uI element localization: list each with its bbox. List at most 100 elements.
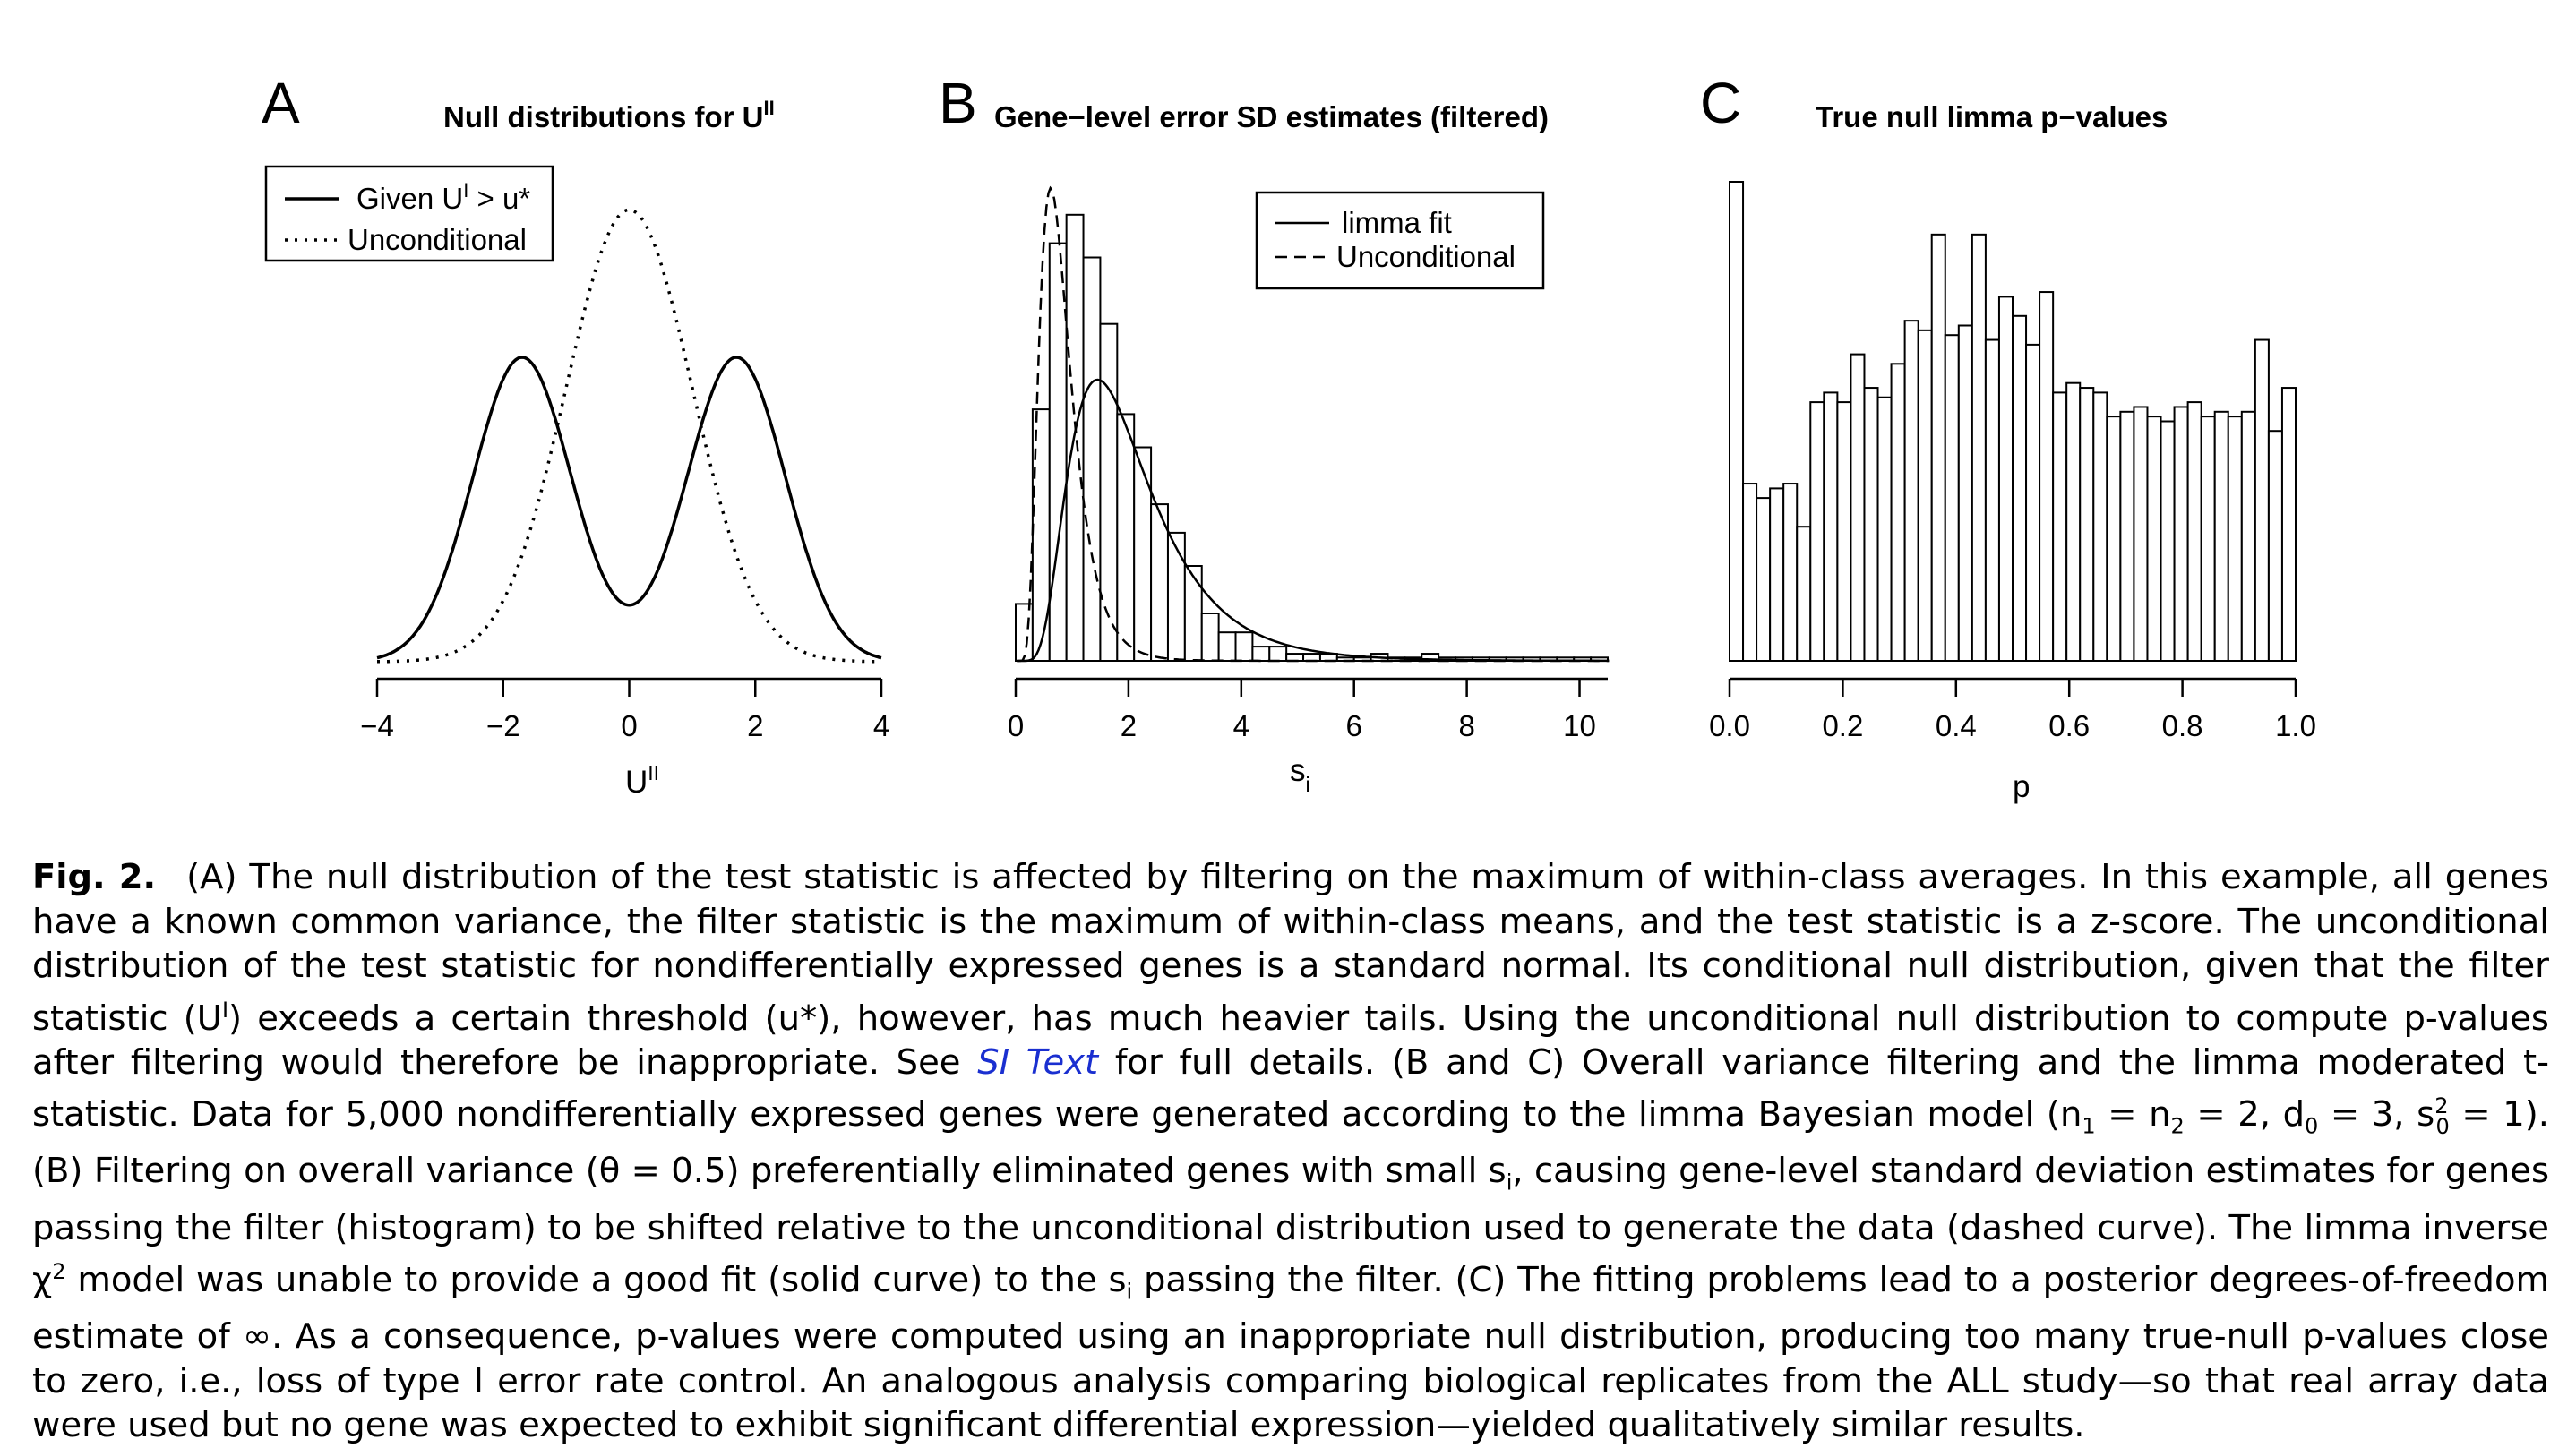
x-tick-label: 2 <box>747 709 763 742</box>
histogram-bar <box>2012 314 2028 662</box>
histogram-bar <box>2240 410 2256 662</box>
panel-a-xlabel: UII <box>625 761 659 800</box>
histogram-bar <box>2065 381 2082 662</box>
panel-c: C True null limma p−values 0.0 0.2 0.4 0.6 0… <box>1700 71 2316 804</box>
histogram-bar <box>1756 497 1772 662</box>
x-tick-label: 8 <box>1458 709 1474 742</box>
panel-c-xlabel: p <box>2013 769 2030 804</box>
panel-b-ticks: 0 2 4 6 8 10 <box>1008 679 1596 742</box>
histogram-bar <box>1048 242 1068 662</box>
histogram-bar <box>1836 401 1852 662</box>
panel-c-histogram <box>1729 181 2297 663</box>
x-tick-label: 2 <box>1121 709 1137 742</box>
curve-limma-fit <box>1017 378 1610 663</box>
histogram-bar <box>1729 181 1745 662</box>
histogram-bar <box>1031 408 1051 662</box>
histogram-bar <box>2079 387 2095 662</box>
histogram-bar <box>2200 416 2216 662</box>
histogram-bar <box>1930 233 1946 662</box>
histogram-bar <box>1971 233 1987 662</box>
histogram-bar <box>1863 387 1879 662</box>
histogram-bar <box>2267 430 2283 662</box>
histogram-bar <box>2213 410 2229 662</box>
x-tick-label: 0.2 <box>1822 709 1863 742</box>
histogram-bar <box>1850 353 1866 662</box>
histogram-bar <box>2146 416 2162 662</box>
panel-a-legend <box>264 165 554 262</box>
panel-letter-b: B <box>939 71 977 135</box>
x-tick-label: 10 <box>1563 709 1596 742</box>
panel-a: A Null distributions for UII Given UI > … <box>262 71 889 800</box>
panel-a-title: Null distributions for UII <box>443 97 775 133</box>
histogram-bar <box>1997 296 2014 662</box>
x-tick-label: 6 <box>1346 709 1362 742</box>
x-tick-label: 0 <box>1008 709 1024 742</box>
histogram-bar <box>2186 401 2202 662</box>
x-tick-label: −4 <box>360 709 394 742</box>
histogram-bar <box>2227 416 2243 662</box>
panel-b-title: Gene−level error SD estimates (filtered) <box>994 100 1549 133</box>
curve-unconditional <box>377 208 881 664</box>
histogram-bar <box>1796 526 1812 663</box>
caption-label: Fig. 2. <box>32 857 157 897</box>
panel-b-legend-2: Unconditional <box>1336 240 1516 273</box>
histogram-bar <box>1782 483 1799 662</box>
figure-panels: A Null distributions for UII Given UI > … <box>262 71 2316 804</box>
x-tick-label: 0.8 <box>2162 709 2203 742</box>
panel-letter-c: C <box>1700 71 1741 135</box>
histogram-bar <box>2052 391 2068 662</box>
histogram-bar <box>1200 613 1220 662</box>
x-tick-label: 4 <box>873 709 889 742</box>
histogram-bar <box>1890 363 1906 662</box>
panel-a-ticks: −4 −2 0 2 4 <box>360 679 889 742</box>
curve-unconditional-b <box>1017 185 1610 663</box>
histogram-bar <box>1984 338 2000 662</box>
x-tick-label: −2 <box>486 709 520 742</box>
x-tick-label: 0 <box>621 709 637 742</box>
histogram-bar <box>2173 406 2189 662</box>
histogram-bar <box>1099 322 1119 662</box>
histogram-bar <box>1116 413 1136 662</box>
panel-b-legend <box>1255 191 1545 290</box>
histogram-bar <box>2106 416 2122 662</box>
histogram-bar <box>1234 631 1254 663</box>
histogram-bar <box>1809 401 1825 662</box>
histogram-bar <box>2254 338 2270 662</box>
histogram-bar <box>1082 256 1102 662</box>
histogram-bar <box>1742 483 1758 662</box>
histogram-bar <box>1251 646 1271 662</box>
x-tick-label: 4 <box>1233 709 1249 742</box>
panel-b: B Gene−level error SD estimates (filtere… <box>939 71 1610 796</box>
histogram-bar <box>1133 446 1153 662</box>
panel-c-title: True null limma p−values <box>1816 100 2168 133</box>
panel-b-xlabel: si <box>1290 753 1310 796</box>
histogram-bar <box>1876 396 1893 662</box>
histogram-bar <box>1166 531 1186 663</box>
figure-caption: Fig. 2. (A) The null distribution of the … <box>32 857 2550 1446</box>
curve-given <box>376 356 882 660</box>
histogram-bar <box>2280 387 2297 662</box>
panel-b-legend-1: limma fit <box>1342 206 1452 239</box>
panel-b-histogram <box>1015 213 1609 663</box>
histogram-bar <box>2025 343 2041 662</box>
histogram-bar <box>1015 603 1034 663</box>
histogram-bar <box>2160 420 2176 662</box>
histogram-bar <box>1944 334 1960 662</box>
panel-c-ticks: 0.0 0.2 0.4 0.6 0.8 1.0 <box>1709 679 2316 742</box>
panel-letter-a: A <box>262 71 300 135</box>
histogram-bar <box>1917 329 1933 662</box>
histogram-bar <box>2119 410 2135 662</box>
panel-a-legend-2: Unconditional <box>348 223 527 256</box>
x-tick-label: 0.4 <box>1936 709 1977 742</box>
panel-a-legend-1: Given UI > u* <box>356 179 530 215</box>
histogram-bar <box>2092 391 2108 662</box>
x-tick-label: 1.0 <box>2275 709 2316 742</box>
histogram-bar <box>1823 391 1839 662</box>
histogram-bar <box>2039 291 2055 662</box>
x-tick-label: 0.0 <box>1709 709 1750 742</box>
x-tick-label: 0.6 <box>2048 709 2090 742</box>
si-text-link[interactable]: SI Text <box>977 1041 1099 1083</box>
histogram-bar <box>1217 631 1237 663</box>
histogram-bar <box>1957 324 1973 662</box>
histogram-bar <box>1903 320 1919 662</box>
